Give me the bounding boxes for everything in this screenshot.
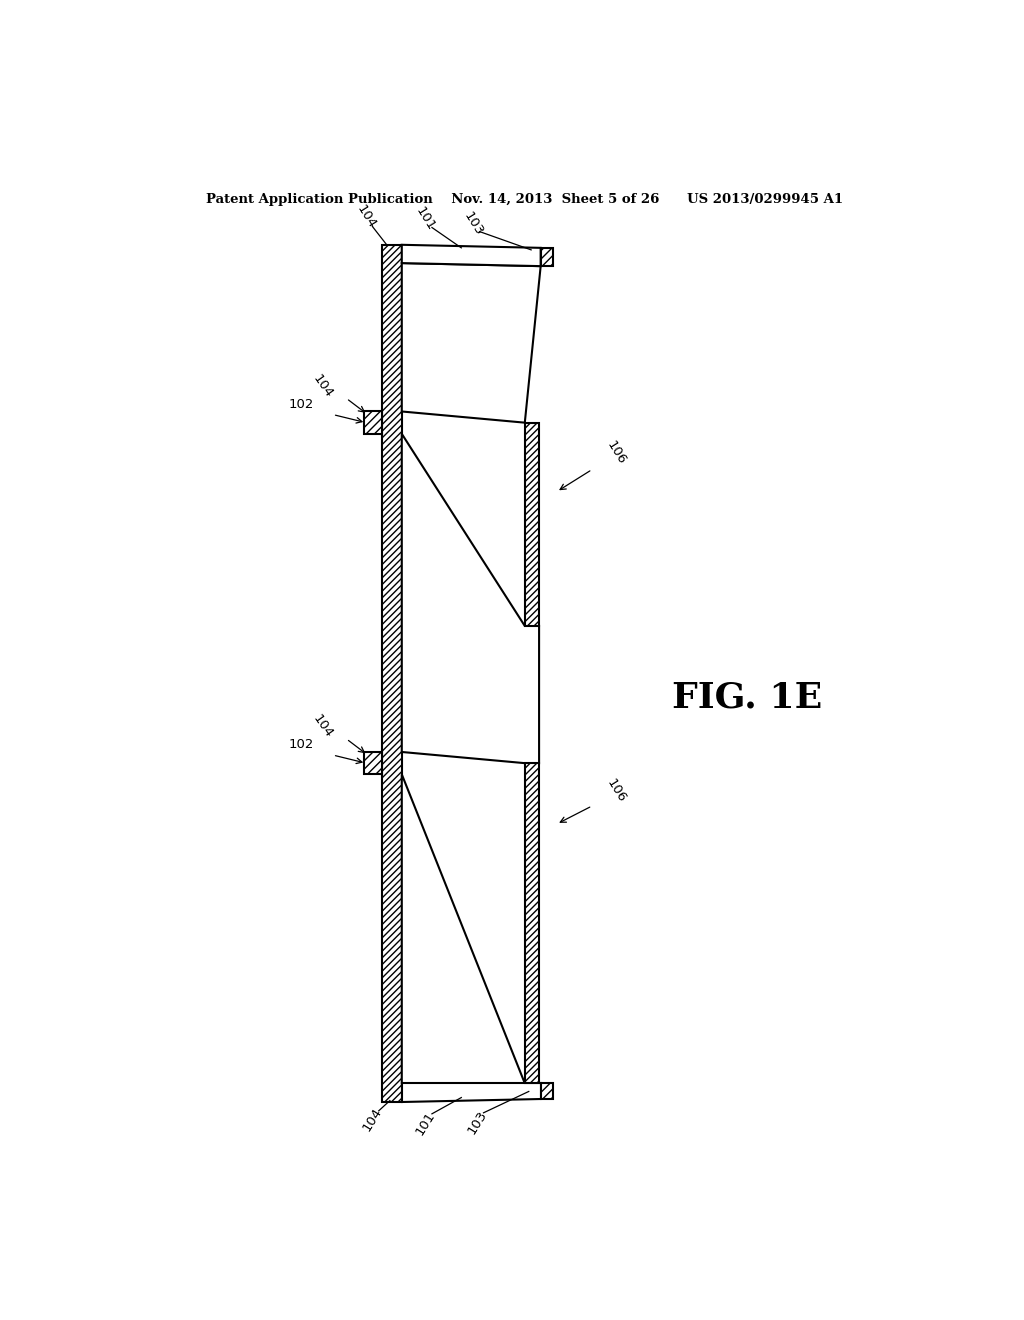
Polygon shape [365, 412, 382, 434]
Text: 104: 104 [310, 372, 335, 400]
Text: 102: 102 [289, 738, 313, 751]
Text: 104: 104 [354, 203, 378, 231]
Polygon shape [401, 1084, 541, 1102]
Text: 104: 104 [310, 713, 335, 741]
Text: 101: 101 [414, 1109, 438, 1137]
Polygon shape [524, 422, 539, 626]
Polygon shape [401, 263, 541, 422]
Text: Patent Application Publication    Nov. 14, 2013  Sheet 5 of 26      US 2013/0299: Patent Application Publication Nov. 14, … [206, 193, 844, 206]
Polygon shape [401, 244, 541, 267]
Polygon shape [365, 752, 382, 775]
Text: 102: 102 [289, 397, 313, 411]
Polygon shape [401, 434, 539, 763]
Polygon shape [401, 775, 541, 1084]
Text: 101: 101 [414, 205, 438, 234]
Text: 106: 106 [604, 776, 629, 805]
Polygon shape [541, 248, 553, 267]
Text: 103: 103 [465, 1107, 489, 1137]
Text: 104: 104 [360, 1106, 385, 1134]
Text: FIG. 1E: FIG. 1E [672, 680, 822, 714]
Polygon shape [382, 244, 401, 1102]
Text: 106: 106 [604, 440, 629, 467]
Text: 103: 103 [461, 210, 485, 238]
Polygon shape [541, 1084, 553, 1098]
Polygon shape [524, 763, 539, 1084]
